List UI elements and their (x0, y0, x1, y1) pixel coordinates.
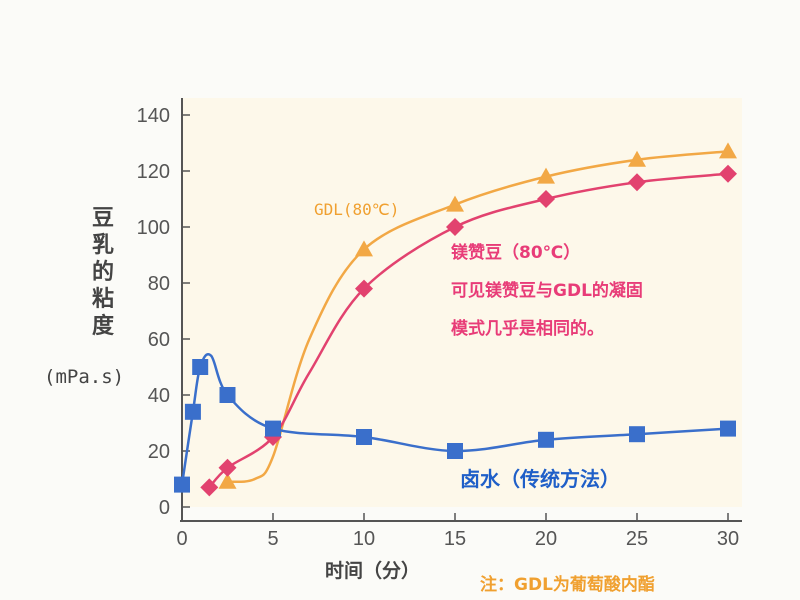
y-tick-label: 120 (137, 161, 170, 183)
annotation-gdl: GDL(80℃) (314, 200, 400, 219)
y-tick-label: 0 (159, 497, 170, 519)
data-point-diamond (628, 173, 646, 192)
annotation-brine: 卤水（传统方法） (460, 467, 620, 491)
data-point-square (219, 387, 236, 403)
annotation-mg-note1: 可见镁赞豆与GDL的凝固 (451, 281, 643, 301)
y-axis-unit: (mPa.s) (44, 366, 125, 388)
annotation-mg: 镁赞豆（80℃） (451, 243, 581, 263)
x-tick-label: 30 (717, 528, 739, 550)
data-point-square (538, 431, 554, 448)
x-tick-label: 20 (535, 528, 557, 550)
series-line-diamond (208, 172, 729, 489)
data-point-diamond (446, 218, 464, 236)
data-point-triangle (537, 167, 555, 184)
data-point-diamond (719, 164, 737, 183)
data-point-diamond (355, 279, 373, 298)
x-tick-label: 15 (444, 528, 466, 550)
y-tick-label: 100 (137, 217, 170, 239)
data-point-diamond (218, 458, 237, 477)
data-point-square (192, 359, 209, 375)
x-tick-label: 10 (353, 528, 375, 550)
data-point-triangle (218, 472, 237, 489)
y-tick-label: 140 (137, 105, 170, 127)
annotation-mg-note2: 模式几乎是相同的。 (451, 319, 604, 339)
data-point-square (174, 476, 190, 493)
data-point-diamond (537, 190, 555, 208)
x-tick-label: 25 (626, 528, 648, 550)
x-tick-label: 0 (176, 528, 187, 550)
data-point-diamond (200, 478, 219, 497)
y-tick-label: 40 (148, 385, 170, 407)
y-axis-label: 豆乳的粘度 (91, 206, 114, 339)
data-point-square (629, 426, 645, 443)
y-tick-label: 20 (148, 441, 170, 463)
data-point-square (265, 420, 281, 437)
series-markers (174, 142, 737, 497)
data-point-square (356, 429, 372, 445)
data-point-triangle (355, 240, 373, 257)
x-tick-label: 5 (267, 528, 278, 550)
data-point-square (447, 443, 463, 459)
y-tick-label: 80 (148, 273, 170, 295)
axes: 0 20 40 60 80 100 120 140 0 5 10 15 20 25 30 (137, 98, 742, 550)
data-point-square (720, 420, 736, 437)
data-point-triangle (446, 195, 464, 212)
data-point-triangle (628, 150, 646, 167)
footnote: 注：GDL为葡萄酸内酯 (480, 575, 655, 595)
y-tick-label: 60 (148, 329, 170, 351)
x-axis-label: 时间（分） (325, 560, 421, 582)
data-point-square (184, 403, 201, 420)
data-point-triangle (719, 142, 737, 159)
